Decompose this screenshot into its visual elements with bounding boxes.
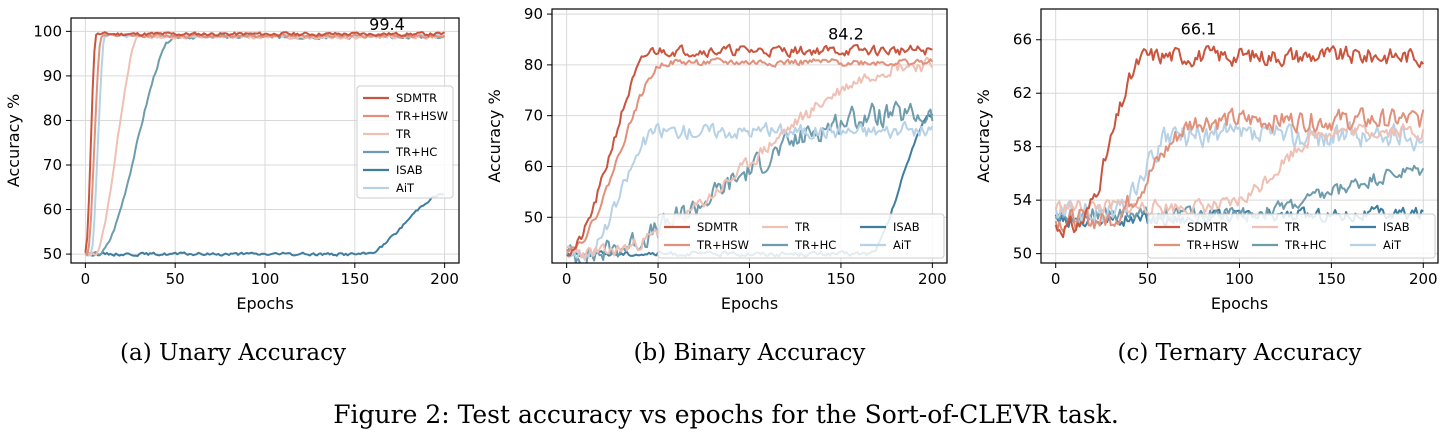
legend-entry: TR+HC — [1284, 238, 1326, 252]
legend-entry: TR — [794, 220, 810, 234]
series-line-tr-hsw — [1054, 107, 1425, 233]
series-line-tr-hsw — [566, 57, 934, 253]
legend-entry: ISAB — [893, 220, 920, 234]
y-axis-label: Accuracy % — [4, 94, 23, 187]
series-line-tr-hc — [1054, 164, 1425, 224]
legend: SDMTR TR+HSW TR TR+HC ISAB AiT — [657, 213, 945, 259]
x-tick-label: 100 — [1225, 270, 1254, 288]
legend-entry: TR+HSW — [696, 238, 749, 252]
x-tick-label: 200 — [918, 270, 947, 288]
y-tick-label: 70 — [524, 107, 543, 125]
legend-entry: ISAB — [396, 163, 423, 177]
x-tick-label: 50 — [166, 270, 185, 288]
subfigure-caption: (a) Unary Accuracy — [120, 340, 346, 366]
x-tick-label: 100 — [735, 270, 764, 288]
x-tick-label: 100 — [251, 270, 280, 288]
y-tick-label: 62 — [1013, 84, 1032, 102]
chart-panel-3: 0 50 100 150 200 50 54 58 62 66 Epochs Accuracy % 66… — [974, 8, 1439, 366]
y-axis-label: Accuracy % — [974, 89, 993, 182]
series-lines — [1054, 45, 1425, 239]
x-axis-label: Epochs — [721, 294, 778, 313]
subfigure-caption: (c) Ternary Accuracy — [1118, 340, 1362, 366]
x-tick-label: 50 — [649, 270, 668, 288]
y-tick-label: 58 — [1013, 138, 1032, 156]
y-tick-label: 90 — [524, 5, 543, 23]
legend: SDMTR TR+HSW TR TR+HC ISAB AiT — [1147, 213, 1436, 259]
x-tick-label: 50 — [1138, 270, 1157, 288]
x-tick-label: 150 — [827, 270, 856, 288]
series-line-isab — [85, 193, 445, 257]
x-tick-label: 150 — [1317, 270, 1346, 288]
series-line-ait — [1054, 121, 1425, 224]
y-tick-label: 60 — [43, 201, 62, 219]
legend-entry: TR+HC — [794, 238, 836, 252]
y-tick-label: 60 — [524, 157, 543, 175]
y-tick-label: 80 — [43, 111, 62, 129]
legend-entry: TR+HC — [395, 145, 437, 159]
series-line-tr — [566, 56, 934, 260]
x-tick-label: 0 — [81, 270, 91, 288]
series-line-sdmtr — [1054, 45, 1425, 239]
peak-annotation: 99.4 — [369, 15, 405, 34]
legend-entry: SDMTR — [396, 91, 437, 105]
chart-panel-1: 0 50 100 150 200 50 60 70 80 90 100 Epochs Accuracy … — [4, 15, 460, 366]
legend-box — [657, 213, 945, 259]
panels: 0 50 100 150 200 50 60 70 80 90 100 Epochs Accuracy … — [4, 5, 1439, 366]
legend-entry: AiT — [396, 181, 415, 195]
y-tick-label: 70 — [43, 156, 62, 174]
peak-annotation: 84.2 — [828, 25, 864, 44]
y-tick-label: 80 — [524, 56, 543, 74]
figure-caption: Figure 2: Test accuracy vs epochs for th… — [333, 400, 1119, 429]
x-tick-label: 0 — [1051, 270, 1061, 288]
series-line-tr — [1054, 123, 1425, 218]
legend-entry: TR — [395, 127, 411, 141]
legend-entry: AiT — [1383, 238, 1402, 252]
series-line-tr-hsw — [84, 32, 446, 257]
y-tick-label: 54 — [1013, 191, 1032, 209]
x-axis-label: Epochs — [1211, 294, 1268, 313]
x-tick-label: 200 — [430, 270, 459, 288]
legend: SDMTR TR+HSW TR TR+HC ISAB AiT — [356, 85, 454, 199]
x-tick-label: 150 — [340, 270, 369, 288]
legend-box — [1147, 213, 1436, 259]
peak-annotation: 66.1 — [1181, 19, 1217, 38]
legend-entry: ISAB — [1383, 220, 1410, 234]
y-axis-label: Accuracy % — [485, 89, 504, 182]
series-line-ait — [565, 120, 934, 261]
legend-entry: SDMTR — [697, 220, 738, 234]
legend-entry: TR+HSW — [395, 109, 448, 123]
series-lines — [84, 31, 446, 257]
chart-panel-2: 0 50 100 150 200 50 60 70 80 90 Epochs Accuracy % 84… — [485, 5, 948, 366]
legend-entry: TR+HSW — [1186, 238, 1239, 252]
x-axis-label: Epochs — [236, 294, 293, 313]
y-tick-label: 50 — [524, 208, 543, 226]
y-tick-label: 66 — [1013, 31, 1032, 49]
legend-entry: AiT — [893, 238, 912, 252]
x-tick-label: 200 — [1409, 270, 1438, 288]
series-line-sdmtr — [566, 43, 933, 257]
y-tick-label: 50 — [43, 245, 62, 263]
subfigure-caption: (b) Binary Accuracy — [634, 340, 866, 366]
x-tick-label: 0 — [562, 270, 572, 288]
legend-entry: TR — [1284, 220, 1300, 234]
y-tick-label: 90 — [43, 67, 62, 85]
series-line-sdmtr — [84, 31, 446, 253]
legend-entry: SDMTR — [1187, 220, 1228, 234]
y-tick-label: 100 — [33, 22, 62, 40]
y-tick-label: 50 — [1013, 245, 1032, 263]
